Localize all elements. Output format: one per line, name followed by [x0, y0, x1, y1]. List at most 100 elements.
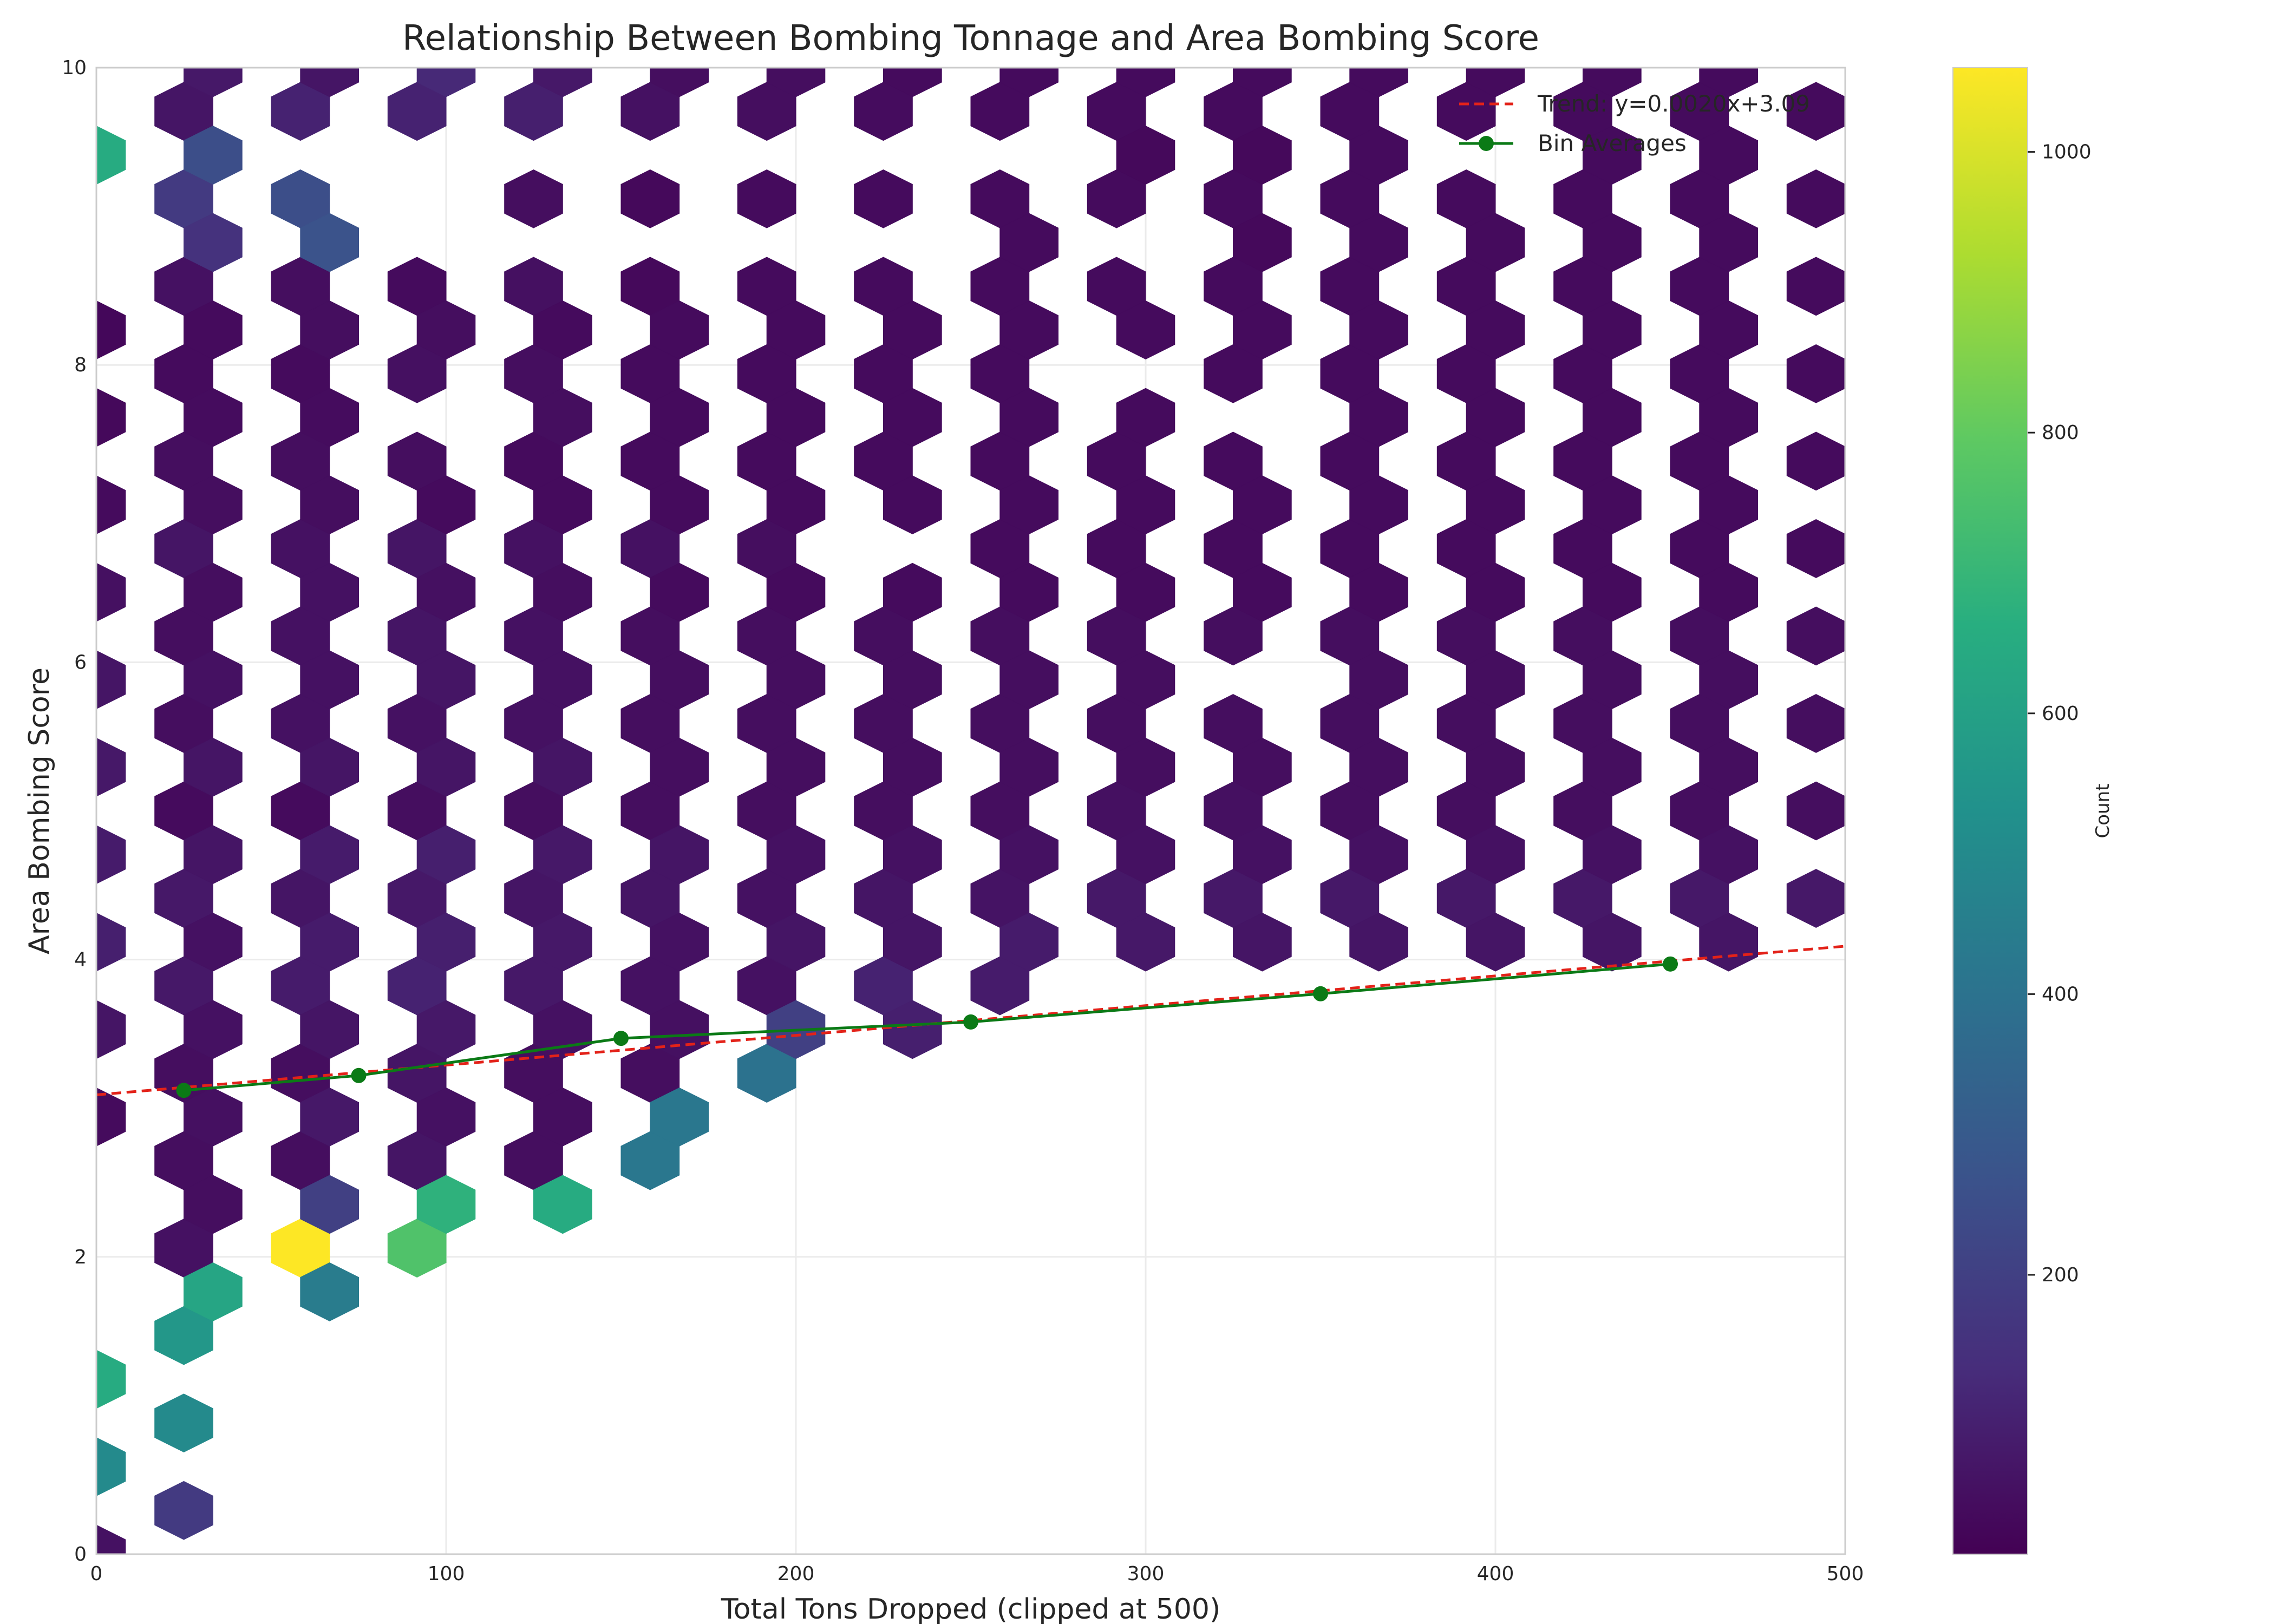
hex-bin: [1466, 475, 1525, 535]
hex-bin: [1786, 431, 1845, 491]
hex-bin: [416, 737, 476, 797]
hex-bin: [1466, 300, 1525, 359]
hex-bin: [650, 562, 709, 622]
hex-bin: [96, 475, 126, 535]
hex-bin: [1786, 606, 1845, 666]
hex-bin: [300, 1087, 359, 1147]
hex-bin: [416, 912, 476, 972]
hex-bin: [1116, 0, 1175, 9]
colorbar-tick-label: 600: [2042, 703, 2079, 725]
hex-bin: [1116, 300, 1175, 359]
hex-bin: [1583, 737, 1642, 797]
hex-bin: [533, 1087, 592, 1147]
hex-bin: [1786, 519, 1845, 578]
hex-bin: [1466, 737, 1525, 797]
hex-bin: [96, 737, 126, 797]
hex-bin: [1350, 0, 1408, 9]
hex-bin: [999, 300, 1058, 359]
hex-bin: [1349, 650, 1408, 710]
hex-bin: [1349, 300, 1408, 359]
hex-bin: [766, 650, 826, 710]
hex-bin: [1233, 825, 1292, 885]
hex-bin: [1583, 825, 1642, 885]
legend-bin-avg-label: Bin Averages: [1538, 130, 1687, 156]
hex-bin: [1583, 0, 1642, 9]
legend-trend-label: Trend: y=0.0020x+3.09: [1537, 90, 1810, 117]
hex-bin: [1583, 126, 1642, 185]
y-axis-label: Area Bombing Score: [23, 667, 56, 954]
hex-bin: [300, 1175, 359, 1234]
hex-bin: [96, 1087, 126, 1147]
hex-bin: [1349, 388, 1408, 447]
hex-bin: [1116, 912, 1175, 972]
hex-bin: [1000, 0, 1058, 9]
hex-bin: [999, 213, 1058, 272]
hex-bin: [1699, 126, 1758, 185]
hex-bin: [1786, 169, 1845, 228]
hex-bin: [1699, 825, 1758, 885]
hex-bin: [533, 475, 592, 535]
hex-bin: [184, 1175, 243, 1234]
hex-bin: [1233, 562, 1292, 622]
hex-bin: [884, 0, 942, 9]
hex-bin: [766, 68, 826, 97]
hex-bin: [184, 650, 243, 710]
bin-average-point: [963, 1014, 978, 1030]
hex-bin: [1583, 68, 1642, 97]
hex-bin: [650, 737, 709, 797]
hex-bin: [1349, 825, 1408, 885]
bin-average-point: [351, 1068, 367, 1083]
hex-bin: [416, 562, 476, 622]
hex-bin: [533, 737, 592, 797]
hex-bin: [504, 169, 563, 228]
hex-bin: [184, 300, 243, 359]
hex-bin: [416, 825, 476, 885]
hex-bin: [96, 1000, 126, 1059]
hex-bin: [1466, 650, 1525, 710]
hex-bin: [1233, 737, 1292, 797]
colorbar-tick-label: 800: [2042, 422, 2079, 444]
hex-bin: [533, 912, 592, 972]
hex-bin: [883, 825, 942, 885]
hex-bin: [184, 825, 243, 885]
hex-bin: [1116, 562, 1175, 622]
hex-bin: [1116, 126, 1175, 185]
hex-bin: [1233, 213, 1292, 272]
x-tick-label: 0: [90, 1563, 103, 1585]
hex-bin: [300, 1000, 359, 1059]
hex-bin: [999, 562, 1058, 622]
hex-bin: [1583, 912, 1642, 972]
hex-bin: [1466, 825, 1525, 885]
hex-bin: [999, 388, 1058, 447]
hex-bin: [1583, 213, 1642, 272]
hex-bin: [1116, 475, 1175, 535]
hex-bin: [300, 300, 359, 359]
hex-bin: [999, 912, 1058, 972]
hex-bin: [96, 1524, 126, 1554]
hex-bin: [416, 1087, 476, 1147]
hex-bin: [416, 300, 476, 359]
hex-bin: [300, 475, 359, 535]
hex-bin: [1349, 737, 1408, 797]
hex-bin: [1786, 257, 1845, 316]
hex-bin: [883, 737, 942, 797]
hex-bin: [767, 0, 825, 9]
colorbar-tick-label: 200: [2042, 1264, 2079, 1286]
hex-bin: [96, 912, 126, 972]
hex-bin: [184, 1000, 243, 1059]
hex-bin: [271, 0, 330, 53]
colorbar-tick-label: 1000: [2042, 141, 2092, 163]
hex-bin: [1786, 82, 1845, 141]
hex-bin: [1786, 869, 1845, 928]
hex-bin: [883, 562, 942, 622]
hex-bin: [1699, 475, 1758, 535]
hex-bin: [1670, 0, 1729, 53]
hex-bin: [300, 68, 359, 97]
hex-bin: [300, 0, 359, 9]
hex-bin: [650, 475, 709, 535]
hex-bin: [96, 650, 126, 710]
hex-bin: [184, 562, 243, 622]
hex-bin: [1583, 650, 1642, 710]
hex-bin: [416, 1175, 476, 1234]
